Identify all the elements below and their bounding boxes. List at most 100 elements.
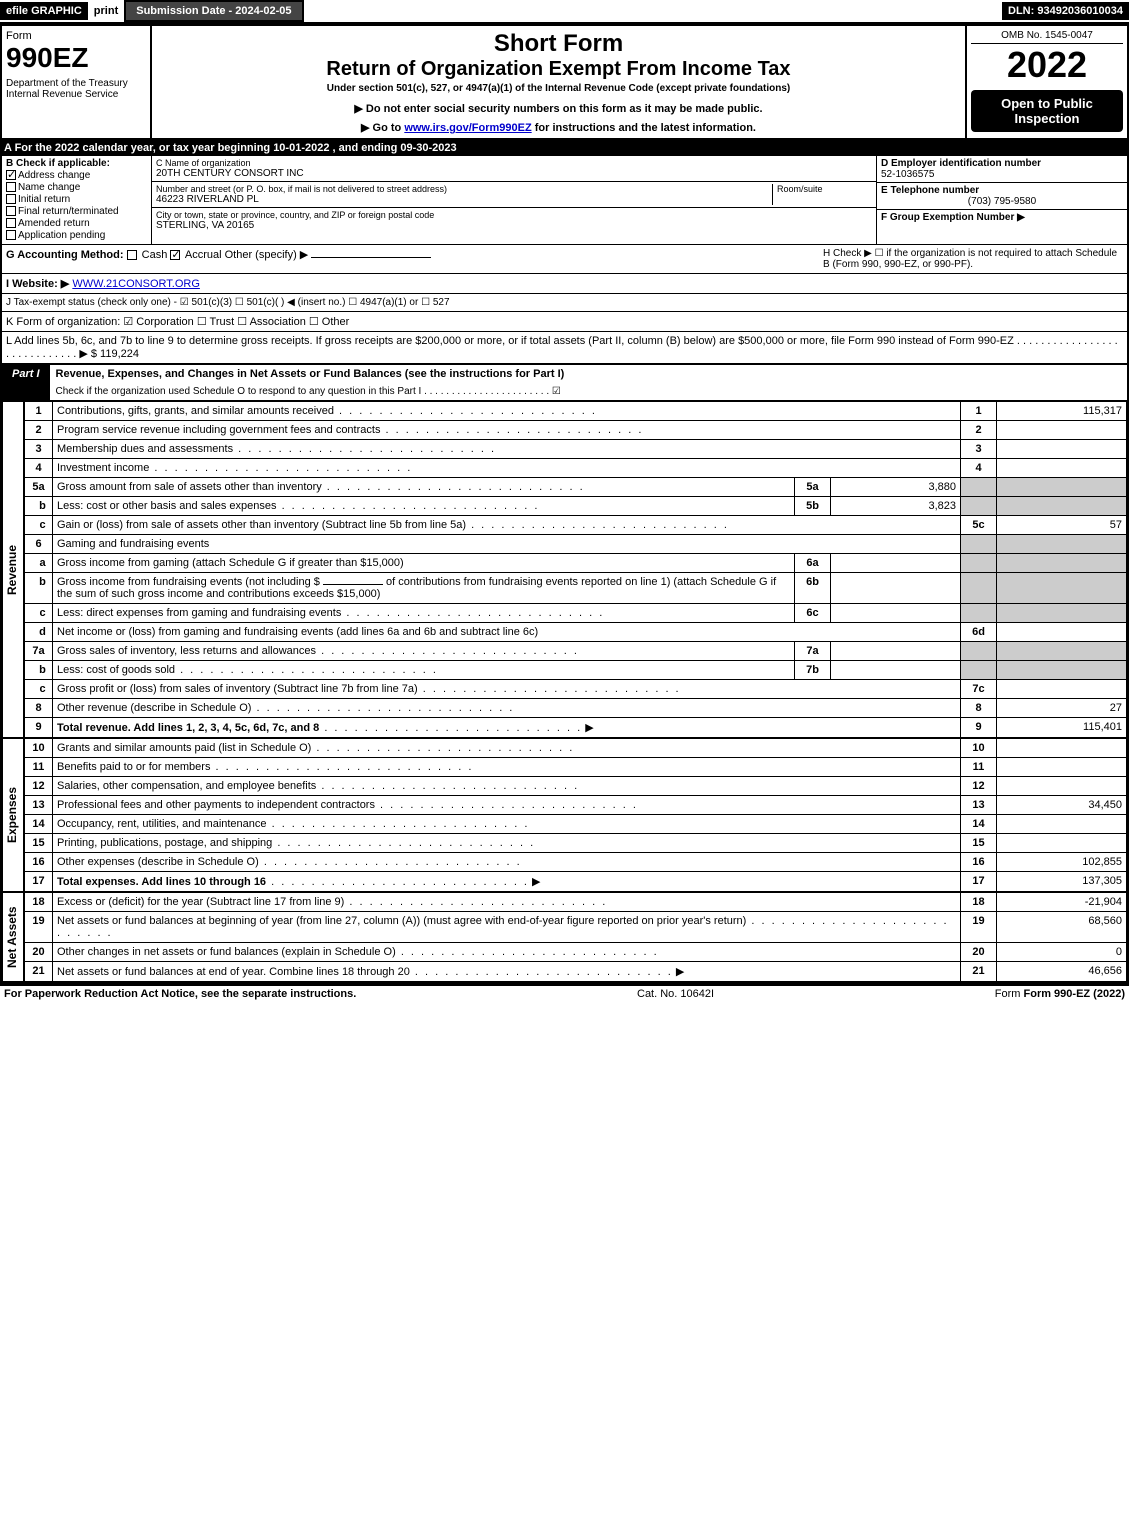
section-l: L Add lines 5b, 6c, and 7b to line 9 to … (0, 332, 1129, 365)
form-title: Return of Organization Exempt From Incom… (156, 58, 961, 81)
phone-value: (703) 795-9580 (881, 196, 1123, 207)
sub3-prefix: ▶ Go to (361, 122, 404, 134)
g-label: G Accounting Method: (6, 249, 124, 261)
subtitle-2: ▶ Do not enter social security numbers o… (156, 102, 961, 115)
line-16: 16Other expenses (describe in Schedule O… (25, 853, 1127, 872)
netassets-table: 18Excess or (deficit) for the year (Subt… (24, 892, 1127, 982)
line-5c: cGain or (loss) from sale of assets othe… (25, 516, 1127, 535)
line-19: 19Net assets or fund balances at beginni… (25, 912, 1127, 943)
c-city-row: City or town, state or province, country… (152, 208, 876, 233)
c-street-row: Number and street (or P. O. box, if mail… (152, 182, 876, 208)
line-17: 17Total expenses. Add lines 10 through 1… (25, 872, 1127, 892)
line-14: 14Occupancy, rent, utilities, and mainte… (25, 815, 1127, 834)
top-bar-left: efile GRAPHIC print Submission Date - 20… (0, 0, 304, 22)
i-label: I Website: ▶ (6, 278, 69, 290)
line-2: 2Program service revenue including gover… (25, 421, 1127, 440)
submission-date: Submission Date - 2024-02-05 (124, 0, 303, 22)
chk-name-change[interactable]: Name change (6, 182, 147, 193)
sub3-suffix: for instructions and the latest informat… (532, 122, 756, 134)
l-amount: 119,224 (100, 348, 139, 360)
ein-value: 52-1036575 (881, 169, 1123, 180)
line-7a: 7aGross sales of inventory, less returns… (25, 642, 1127, 661)
checkbox-icon (6, 206, 16, 216)
other-specify-input[interactable] (311, 257, 431, 258)
line-12: 12Salaries, other compensation, and empl… (25, 777, 1127, 796)
6b-blank[interactable] (323, 584, 383, 585)
expenses-section: Expenses 10Grants and similar amounts pa… (0, 738, 1129, 892)
checkbox-icon (6, 230, 16, 240)
c-street-label: Number and street (or P. O. box, if mail… (156, 184, 772, 194)
omb-number: OMB No. 1545-0047 (971, 30, 1123, 44)
checkbox-icon[interactable] (127, 250, 137, 260)
print-button[interactable]: print (88, 2, 124, 20)
tax-year: 2022 (971, 44, 1123, 86)
group-label: F Group Exemption Number ▶ (881, 212, 1123, 223)
section-g: G Accounting Method: Cash Accrual Other … (6, 248, 431, 270)
line-8: 8Other revenue (describe in Schedule O)8… (25, 699, 1127, 718)
line-7b: bLess: cost of goods sold7b (25, 661, 1127, 680)
chk-final-return[interactable]: Final return/terminated (6, 206, 147, 217)
irs-link[interactable]: www.irs.gov/Form990EZ (404, 122, 531, 134)
part1-title: Revenue, Expenses, and Changes in Net As… (50, 365, 1127, 383)
line-6: 6Gaming and fundraising events (25, 535, 1127, 554)
section-b: B Check if applicable: Address change Na… (2, 156, 152, 244)
phone-label: E Telephone number (881, 185, 1123, 196)
l-text: L Add lines 5b, 6c, and 7b to line 9 to … (6, 335, 1118, 360)
header-left: Form 990EZ Department of the Treasury In… (2, 26, 152, 138)
line-1: 1Contributions, gifts, grants, and simil… (25, 402, 1127, 421)
line-5a: 5aGross amount from sale of assets other… (25, 478, 1127, 497)
checkbox-icon (6, 170, 16, 180)
line-3: 3Membership dues and assessments3 (25, 440, 1127, 459)
section-c: C Name of organization 20TH CENTURY CONS… (152, 156, 877, 244)
line-13: 13Professional fees and other payments t… (25, 796, 1127, 815)
form-number: 990EZ (6, 42, 146, 74)
chk-initial-return[interactable]: Initial return (6, 194, 147, 205)
revenue-section: Revenue 1Contributions, gifts, grants, a… (0, 401, 1129, 738)
section-a: A For the 2022 calendar year, or tax yea… (0, 140, 1129, 156)
website-link[interactable]: WWW.21CONSORT.ORG (72, 278, 200, 290)
row-i: I Website: ▶ WWW.21CONSORT.ORG (0, 274, 1129, 294)
c-name-label: C Name of organization (156, 158, 872, 168)
section-d: D Employer identification number 52-1036… (877, 156, 1127, 244)
checkbox-icon (6, 182, 16, 192)
d-group: F Group Exemption Number ▶ (877, 210, 1127, 225)
footer: For Paperwork Reduction Act Notice, see … (0, 984, 1129, 1002)
section-h: H Check ▶ ☐ if the organization is not r… (823, 248, 1123, 270)
line-9: 9Total revenue. Add lines 1, 2, 3, 4, 5c… (25, 718, 1127, 738)
part1-header: Part I Revenue, Expenses, and Changes in… (0, 365, 1129, 401)
line-7c: cGross profit or (loss) from sales of in… (25, 680, 1127, 699)
header-center: Short Form Return of Organization Exempt… (152, 26, 967, 138)
efile-label: efile GRAPHIC (0, 2, 88, 20)
form-header: Form 990EZ Department of the Treasury In… (0, 24, 1129, 140)
chk-amended-return[interactable]: Amended return (6, 218, 147, 229)
footer-left: For Paperwork Reduction Act Notice, see … (4, 988, 356, 1000)
room-suite: Room/suite (772, 184, 872, 205)
form-word: Form (6, 30, 146, 42)
section-i: I Website: ▶ WWW.21CONSORT.ORG (6, 277, 200, 290)
header-right: OMB No. 1545-0047 2022 Open to Public In… (967, 26, 1127, 138)
line-18: 18Excess or (deficit) for the year (Subt… (25, 893, 1127, 912)
room-label: Room/suite (777, 184, 872, 194)
checkbox-icon (6, 194, 16, 204)
checkbox-icon[interactable] (170, 250, 180, 260)
revenue-table: 1Contributions, gifts, grants, and simil… (24, 401, 1127, 738)
line-6a: aGross income from gaming (attach Schedu… (25, 554, 1127, 573)
footer-right: Form Form 990-EZ (2022) (995, 988, 1125, 1000)
expenses-table: 10Grants and similar amounts paid (list … (24, 738, 1127, 892)
checkbox-icon (6, 218, 16, 228)
subtitle-3: ▶ Go to www.irs.gov/Form990EZ for instru… (156, 121, 961, 134)
subtitle-1: Under section 501(c), 527, or 4947(a)(1)… (156, 83, 961, 94)
revenue-label: Revenue (2, 401, 24, 738)
short-form-title: Short Form (156, 30, 961, 58)
line-6c: cLess: direct expenses from gaming and f… (25, 604, 1127, 623)
c-name-row: C Name of organization 20TH CENTURY CONS… (152, 156, 876, 182)
row-gh: G Accounting Method: Cash Accrual Other … (0, 245, 1129, 274)
chk-application-pending[interactable]: Application pending (6, 230, 147, 241)
org-street: 46223 RIVERLAND PL (156, 194, 772, 205)
chk-address-change[interactable]: Address change (6, 170, 147, 181)
b-heading: B Check if applicable: (6, 158, 147, 169)
part1-check: Check if the organization used Schedule … (50, 383, 1127, 400)
line-6b: bGross income from fundraising events (n… (25, 573, 1127, 604)
c-city-label: City or town, state or province, country… (156, 210, 872, 220)
line-4: 4Investment income4 (25, 459, 1127, 478)
